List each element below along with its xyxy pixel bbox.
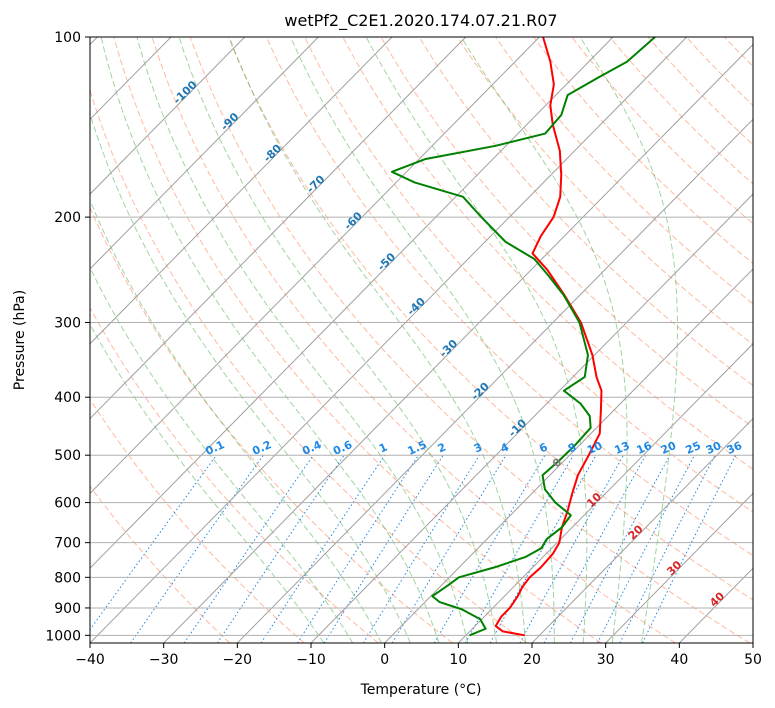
dry-adiabat	[266, 37, 753, 557]
mixing-ratio-line	[130, 454, 264, 643]
mixing-ratio-label: 13	[612, 439, 631, 457]
moist-adiabat	[136, 37, 469, 643]
y-tick-label: 100	[54, 30, 81, 46]
y-tick-label: 500	[54, 448, 81, 464]
dewpoint-trace	[390, 37, 656, 637]
sounding-traces	[390, 37, 656, 637]
x-tick-label: −20	[223, 652, 253, 668]
mixing-ratio-label: 30	[704, 439, 724, 457]
moist-adiabat	[290, 37, 555, 643]
isotherm-line	[605, 492, 753, 643]
y-tick-label: 1000	[45, 628, 81, 644]
moist-adiabat	[90, 112, 411, 643]
mixing-ratio-line	[489, 454, 597, 643]
moist-adiabat	[460, 37, 628, 643]
dry-adiabat	[90, 88, 528, 643]
dry-adiabat	[418, 37, 753, 387]
moist-adiabat	[100, 37, 440, 643]
isotherm-line	[457, 343, 753, 643]
x-tick-label: −30	[149, 652, 179, 668]
mixing-ratio-line	[297, 454, 419, 643]
dry-adiabat	[380, 37, 753, 428]
x-tick-label: 0	[380, 652, 389, 668]
mixing-ratio-line	[183, 454, 314, 643]
x-axis: −40 −30 −20 −10 0 10 20 30 40 50	[75, 643, 762, 668]
dry-adiabat	[189, 37, 751, 643]
chart-title: wetPf2_C2E1.2020.174.07.21.R07	[284, 11, 557, 31]
y-tick-label: 200	[54, 210, 81, 226]
y-tick-label: 600	[54, 496, 81, 512]
x-tick-label: −10	[296, 652, 326, 668]
dry-adiabat	[227, 37, 753, 601]
isotherm-line	[163, 43, 753, 643]
dry-adiabat	[90, 206, 453, 643]
isotherm-line	[310, 193, 753, 643]
y-tick-label: 800	[54, 570, 81, 586]
mixing-ratio-label: 16	[635, 439, 655, 457]
mixing-ratio-line	[569, 454, 671, 643]
y-axis-label: Pressure (hPa)	[12, 290, 28, 390]
dry-adiabat	[90, 306, 379, 643]
mixing-ratio-label: 36	[725, 439, 745, 457]
y-tick-label: 900	[54, 601, 81, 617]
plot-area	[90, 37, 753, 643]
isotherm-line	[236, 118, 753, 643]
mixing-ratio-line	[216, 454, 345, 643]
dry-adiabat	[90, 398, 305, 643]
temperature-trace	[494, 37, 603, 637]
plot-frame	[89, 36, 754, 644]
moist-adiabat	[178, 37, 498, 643]
mixing-ratio-label: 20	[659, 439, 679, 457]
x-tick-label: 30	[597, 652, 615, 668]
dry-adiabat	[90, 485, 231, 643]
dry-adiabat	[113, 37, 602, 643]
isotherm-line	[90, 37, 688, 643]
y-tick-label: 300	[54, 315, 81, 331]
moist-adiabat	[90, 198, 382, 643]
isotherm-line	[90, 37, 319, 270]
mixing-ratio-label: 25	[684, 439, 703, 457]
y-tick-label: 400	[54, 390, 81, 406]
isotherm-line	[90, 37, 540, 495]
background-lines	[90, 37, 753, 643]
mixing-ratio-line	[323, 454, 444, 643]
mixing-ratio-line	[260, 454, 386, 643]
mixing-ratio-line	[543, 454, 647, 643]
x-tick-label: 50	[744, 652, 762, 668]
x-tick-label: −40	[75, 652, 105, 668]
dry-adiabat	[151, 37, 676, 643]
moist-adiabat	[90, 266, 354, 643]
mixing-ratio-label: 10	[585, 439, 605, 457]
isotherm-line	[384, 268, 753, 643]
y-tick-label: 700	[54, 536, 81, 552]
x-axis-label: Temperature (°C)	[360, 682, 482, 698]
isotherm-line	[531, 417, 753, 643]
grid	[90, 37, 753, 643]
dry-adiabat	[304, 37, 753, 513]
x-tick-label: 20	[523, 652, 541, 668]
mixing-ratio-line	[464, 454, 574, 643]
y-axis: 1000 900 800 700 600 500 400 300 200 100	[45, 30, 90, 644]
x-tick-label: 10	[449, 652, 467, 668]
moist-adiabat	[579, 37, 678, 643]
dry-adiabat	[495, 37, 753, 305]
isotherm-line	[90, 37, 467, 420]
isotherm-line	[90, 37, 614, 569]
isotherm-line	[90, 37, 393, 345]
x-tick-label: 40	[670, 652, 688, 668]
moist-adiabat	[90, 323, 325, 643]
isotherm-line	[90, 37, 246, 195]
mixing-ratio-line	[90, 454, 217, 631]
mixing-ratio-line	[433, 454, 546, 643]
moist-adiabat	[365, 37, 588, 643]
